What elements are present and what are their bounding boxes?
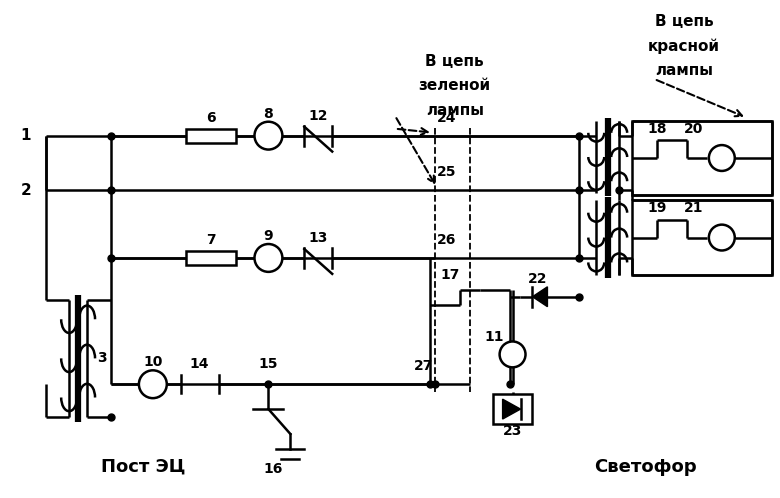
Text: 2: 2 bbox=[20, 183, 31, 198]
Bar bbox=[186, 251, 236, 265]
Text: 13: 13 bbox=[309, 231, 328, 245]
Text: 26: 26 bbox=[437, 233, 456, 247]
Text: 1: 1 bbox=[21, 128, 31, 143]
Circle shape bbox=[709, 225, 735, 250]
Text: лампы: лампы bbox=[655, 64, 713, 79]
Text: 7: 7 bbox=[206, 233, 215, 247]
Text: 27: 27 bbox=[413, 360, 433, 374]
Text: 20: 20 bbox=[684, 122, 704, 135]
Circle shape bbox=[709, 145, 735, 171]
Bar bbox=[493, 394, 533, 424]
Text: 22: 22 bbox=[528, 272, 548, 286]
Circle shape bbox=[139, 371, 167, 398]
Text: 24: 24 bbox=[437, 111, 456, 124]
Text: 3: 3 bbox=[98, 352, 107, 366]
Circle shape bbox=[254, 244, 282, 272]
Text: красной: красной bbox=[648, 38, 720, 54]
Text: 19: 19 bbox=[647, 201, 667, 215]
Text: 6: 6 bbox=[206, 111, 215, 124]
Text: Светофор: Светофор bbox=[594, 458, 697, 476]
Text: 16: 16 bbox=[264, 462, 283, 476]
Text: 9: 9 bbox=[264, 229, 273, 243]
Text: В цепь: В цепь bbox=[654, 14, 713, 29]
Polygon shape bbox=[502, 399, 520, 419]
Text: 17: 17 bbox=[440, 268, 459, 282]
Text: В цепь: В цепь bbox=[425, 54, 484, 69]
Text: 10: 10 bbox=[144, 356, 162, 370]
Text: 12: 12 bbox=[309, 109, 328, 123]
Text: 15: 15 bbox=[259, 358, 278, 372]
Bar bbox=[632, 200, 771, 275]
Bar bbox=[632, 121, 771, 195]
Bar bbox=[186, 128, 236, 142]
Text: 18: 18 bbox=[647, 122, 667, 135]
Text: лампы: лампы bbox=[426, 103, 484, 119]
Text: зеленой: зеленой bbox=[419, 78, 491, 94]
Circle shape bbox=[500, 342, 526, 368]
Text: 11: 11 bbox=[485, 330, 505, 344]
Text: 8: 8 bbox=[264, 107, 273, 121]
Text: 14: 14 bbox=[190, 358, 210, 372]
Text: 21: 21 bbox=[684, 201, 704, 215]
Text: 23: 23 bbox=[503, 424, 523, 438]
Polygon shape bbox=[533, 287, 548, 307]
Circle shape bbox=[254, 122, 282, 149]
Text: Пост ЭЦ: Пост ЭЦ bbox=[101, 458, 186, 476]
Text: 25: 25 bbox=[437, 165, 456, 179]
